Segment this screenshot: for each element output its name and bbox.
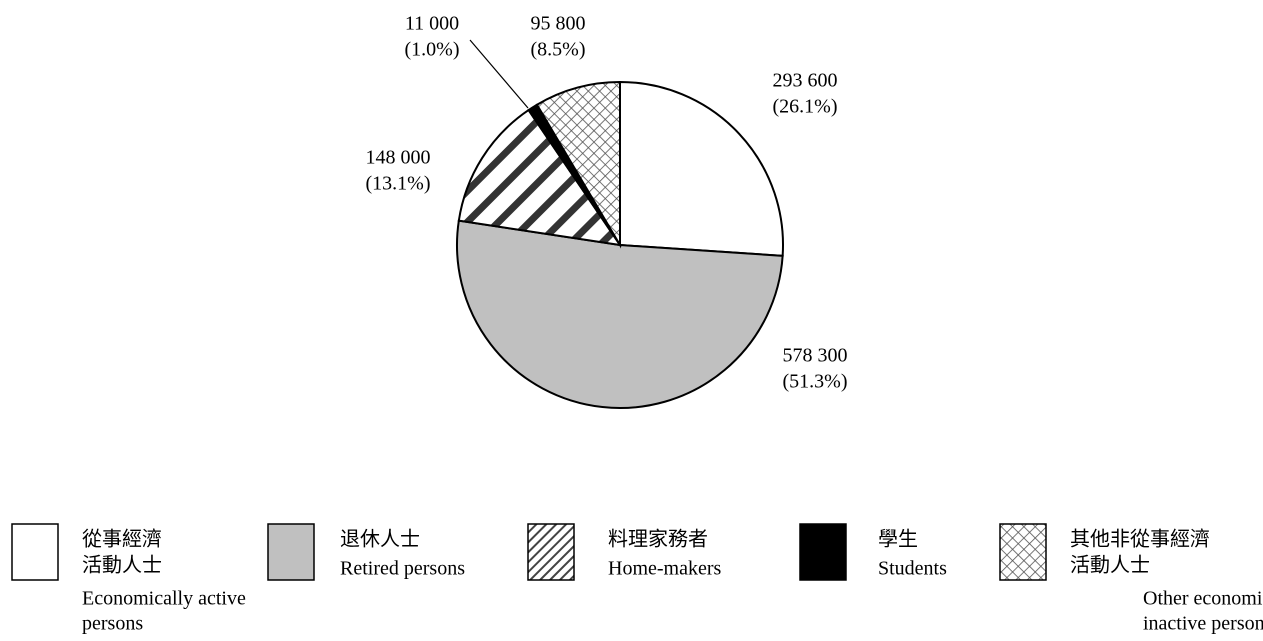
legend-label-zh: 學生: [878, 527, 918, 551]
percentage-label: (13.1%): [366, 173, 431, 195]
percentage-label: (26.1%): [773, 96, 838, 118]
legend-label-zh: 退休人士: [340, 527, 420, 551]
value-label: 293 600: [773, 70, 838, 92]
legend-label-en: Students: [878, 558, 947, 580]
legend-label-en: Retired persons: [340, 558, 465, 580]
legend-swatch: [527, 523, 575, 581]
legend-label-en: inactive persons: [1143, 613, 1263, 635]
percentage-label: (1.0%): [405, 39, 460, 61]
legend-label-zh: 從事經濟: [82, 527, 162, 551]
value-label: 11 000: [405, 13, 459, 35]
legend-label-zh: 活動人士: [82, 553, 162, 577]
value-label: 95 800: [531, 13, 586, 35]
pie-slice: [619, 80, 784, 257]
legend-swatch: [799, 523, 847, 581]
legend-label-en: Other economically: [1143, 588, 1263, 610]
legend-label-en: Home-makers: [608, 558, 722, 580]
legend-swatch: [11, 523, 59, 581]
pie-slice: [535, 80, 621, 249]
legend-swatch: [999, 523, 1047, 581]
pie-slice: [457, 108, 623, 247]
legend-label-en: persons: [82, 613, 143, 635]
legend-swatch: [267, 523, 315, 581]
legend-label-zh: 活動人士: [1070, 553, 1150, 577]
value-label: 148 000: [366, 147, 431, 169]
legend-label-zh: 料理家務者: [608, 527, 708, 551]
value-label: 578 300: [783, 345, 848, 367]
percentage-label: (51.3%): [783, 371, 848, 393]
percentage-label: (8.5%): [531, 39, 586, 61]
legend-label-en: Economically active: [82, 588, 246, 610]
legend-label-zh: 其他非從事經濟: [1070, 527, 1210, 551]
pie-slice: [456, 219, 784, 409]
leader-line: [469, 39, 529, 109]
